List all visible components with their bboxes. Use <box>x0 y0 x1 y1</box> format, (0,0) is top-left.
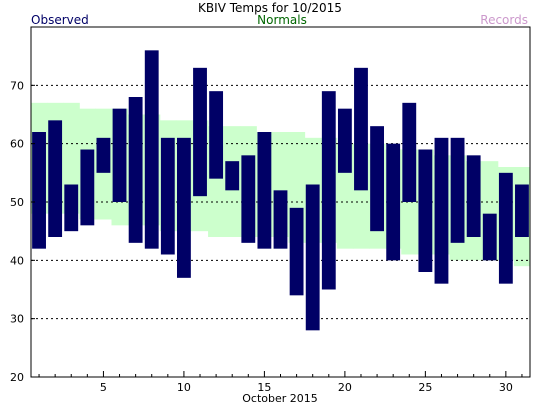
observed-bar-day-9 <box>160 137 175 255</box>
observed-bar-day-13 <box>225 161 240 191</box>
observed-bar-day-26 <box>434 137 449 284</box>
observed-bar-day-31 <box>515 184 529 237</box>
axes: 5 10 15 20 25 30 20 30 40 50 60 70 <box>10 26 531 394</box>
y-tick-label-40: 40 <box>10 254 24 267</box>
observed-bars <box>32 50 529 331</box>
y-tick-label-60: 60 <box>10 138 24 151</box>
observed-bar-day-30 <box>498 172 513 284</box>
observed-bar-day-11 <box>193 67 207 197</box>
observed-bar-day-22 <box>370 126 385 232</box>
observed-bar-day-4 <box>80 149 95 226</box>
x-tick-label-10: 10 <box>177 381 191 394</box>
x-tick-label-5: 5 <box>100 381 107 394</box>
x-tick-label-20: 20 <box>338 381 352 394</box>
y-tick-label-30: 30 <box>10 313 24 326</box>
observed-bar-day-19 <box>321 91 336 290</box>
observed-bar-day-10 <box>176 137 191 278</box>
observed-bar-day-21 <box>354 67 368 191</box>
observed-bar-day-6 <box>112 108 127 202</box>
observed-bar-day-7 <box>128 97 143 243</box>
x-tick-label-30: 30 <box>499 381 513 394</box>
chart-title: KBIV Temps for 10/2015 <box>198 1 342 15</box>
legend-observed: Observed <box>31 13 89 27</box>
observed-bar-day-23 <box>386 143 401 261</box>
observed-bar-day-16 <box>273 190 288 249</box>
observed-bar-day-29 <box>482 213 497 261</box>
observed-bar-day-2 <box>48 120 63 237</box>
observed-bar-day-27 <box>450 137 465 243</box>
observed-bar-day-25 <box>418 149 433 272</box>
observed-bar-day-17 <box>289 207 304 296</box>
legend-records: Records <box>480 13 528 27</box>
observed-bar-day-12 <box>209 91 224 179</box>
observed-bar-day-20 <box>337 108 352 173</box>
observed-bar-day-1 <box>32 132 46 249</box>
x-axis-label: October 2015 <box>242 392 318 405</box>
x-tick-label-25: 25 <box>418 381 432 394</box>
x-tick-label-15: 15 <box>257 381 271 394</box>
y-tick-label-50: 50 <box>10 196 24 209</box>
observed-bar-day-8 <box>144 50 159 249</box>
observed-bar-day-24 <box>402 102 417 202</box>
observed-bar-day-3 <box>64 184 79 232</box>
legend-normals: Normals <box>257 13 307 27</box>
observed-bar-day-15 <box>257 132 272 249</box>
y-tick-label-70: 70 <box>10 79 24 92</box>
observed-bar-day-14 <box>241 155 256 243</box>
observed-bar-day-5 <box>96 137 111 173</box>
observed-bar-day-18 <box>305 184 320 331</box>
y-tick-label-20: 20 <box>10 371 24 384</box>
observed-bar-day-28 <box>466 155 481 237</box>
